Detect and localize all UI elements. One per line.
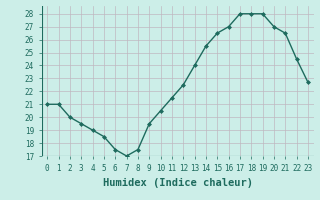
X-axis label: Humidex (Indice chaleur): Humidex (Indice chaleur) [103,178,252,188]
